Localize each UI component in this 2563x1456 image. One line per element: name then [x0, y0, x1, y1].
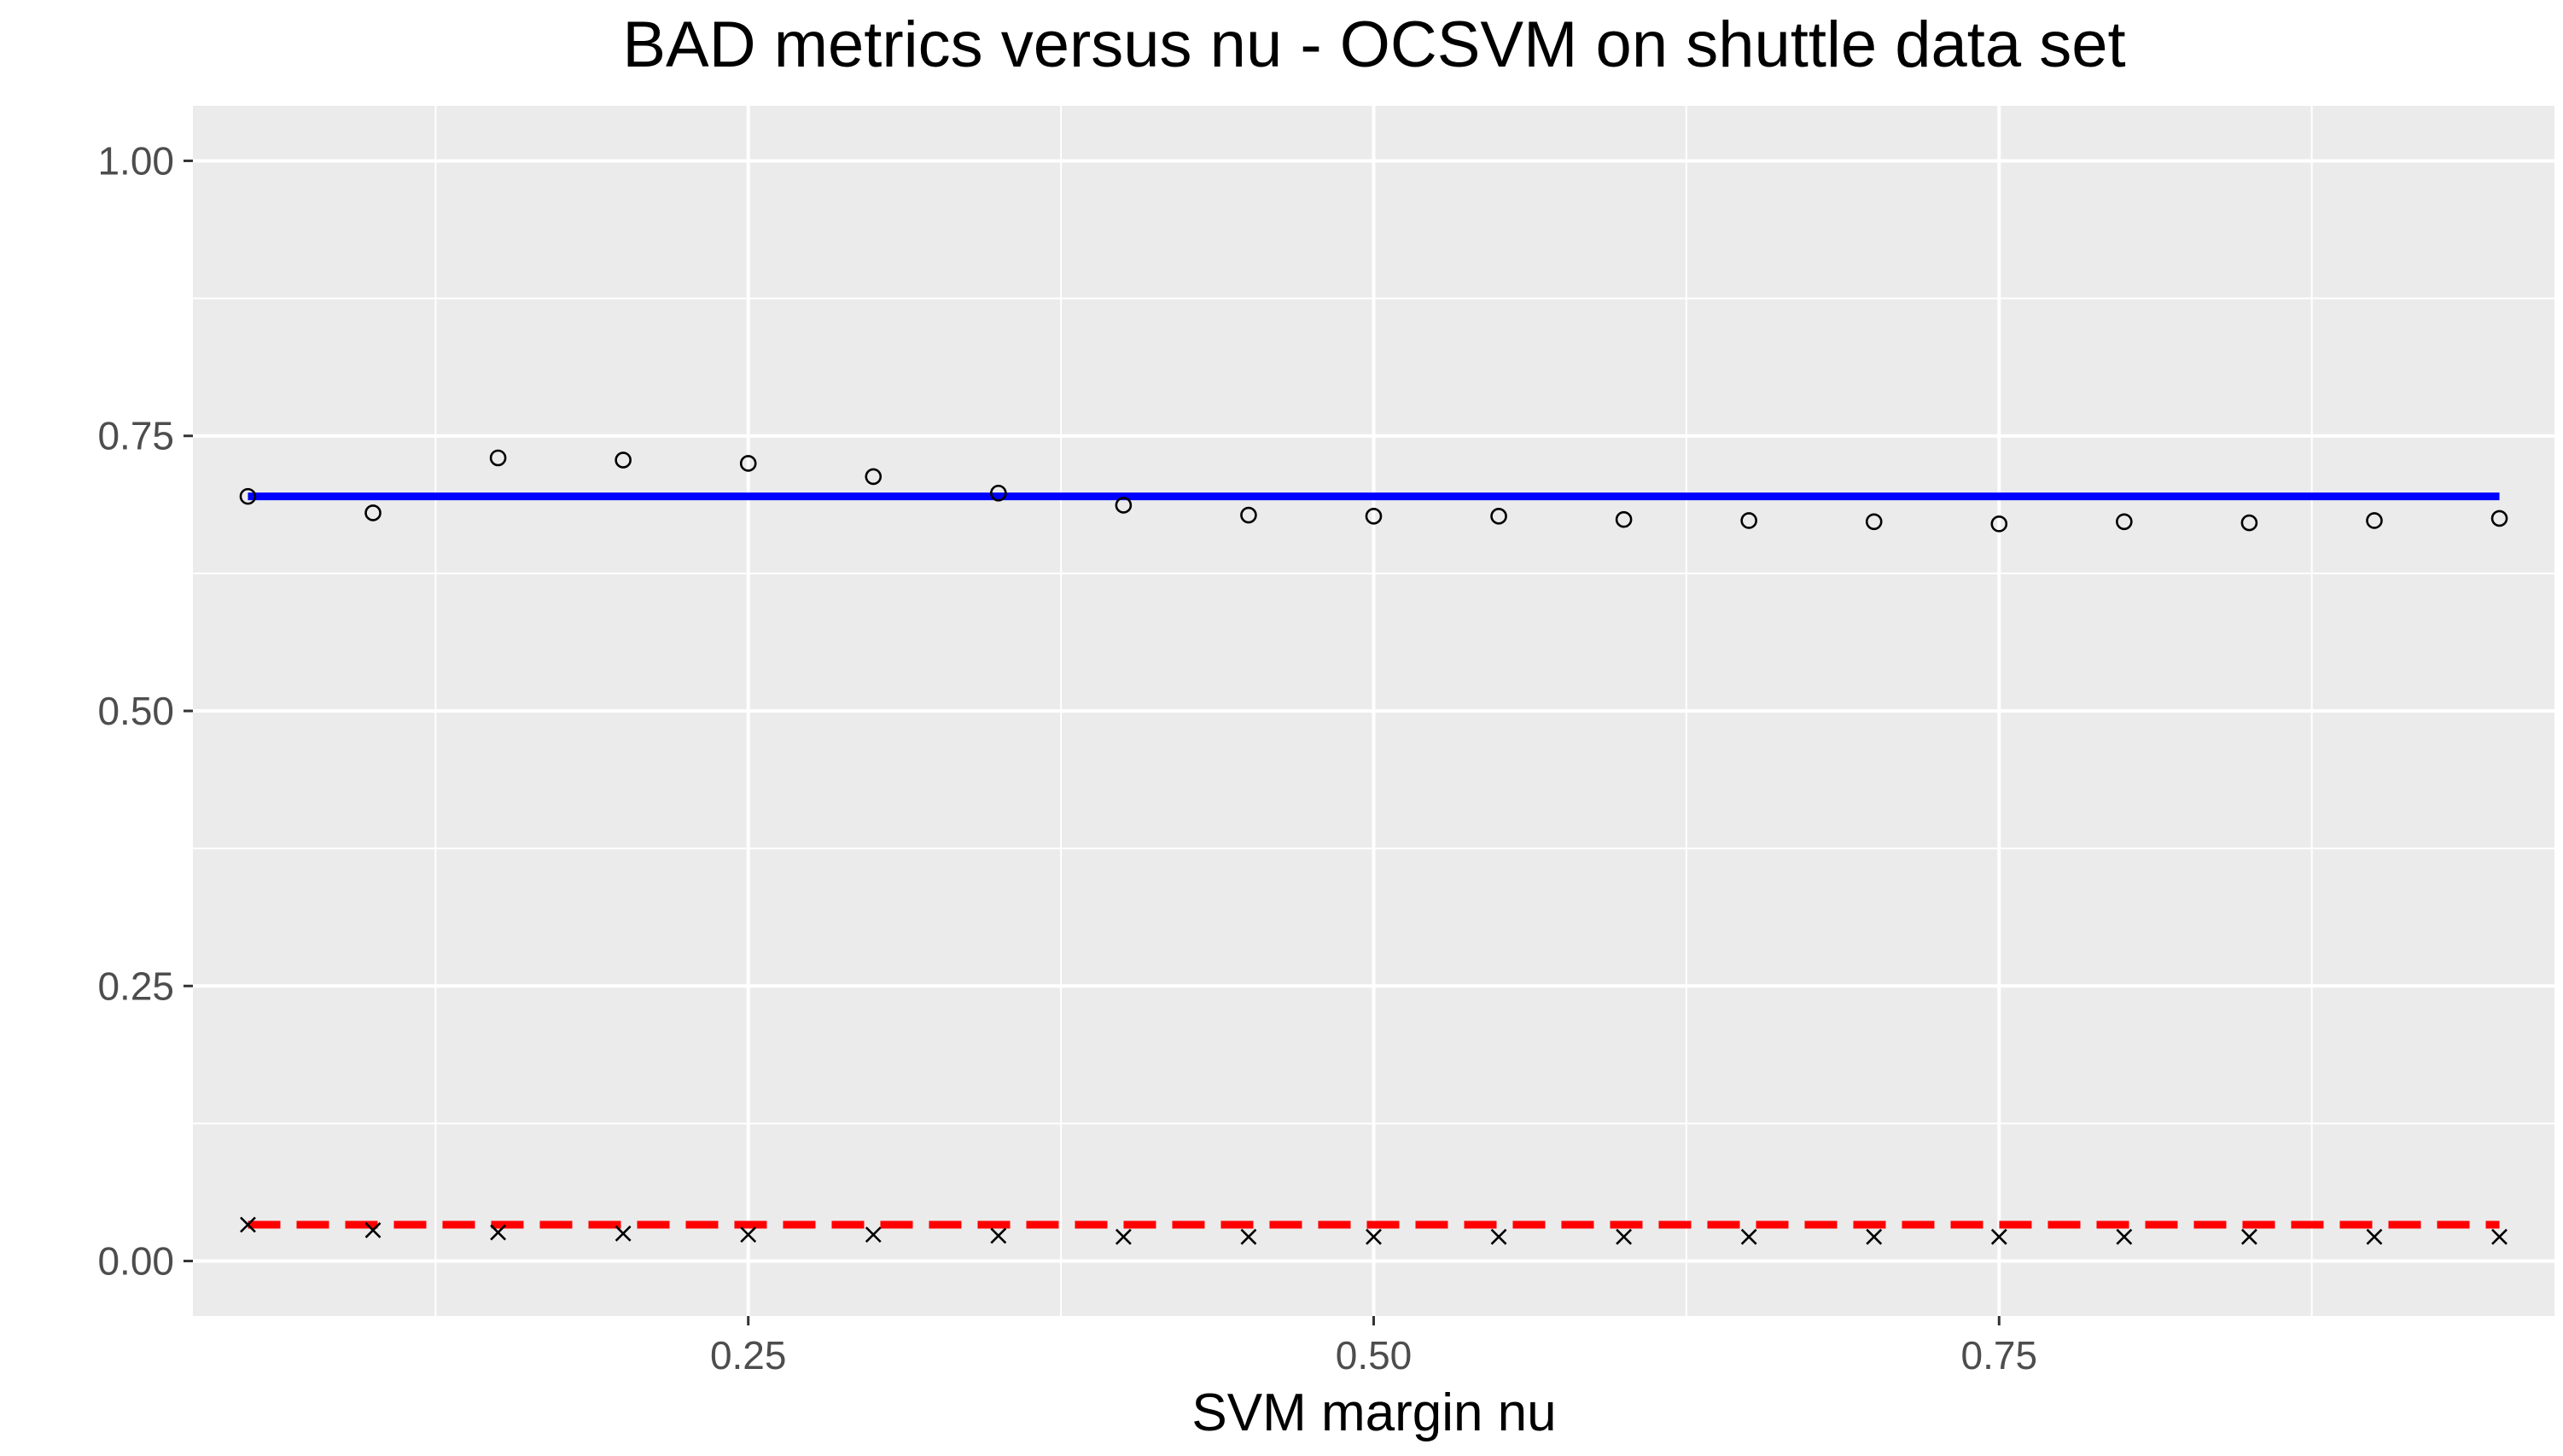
- reference-lines: [248, 492, 2500, 1229]
- cross-point: [740, 1226, 757, 1243]
- y-tick-label: 0.75: [97, 414, 174, 458]
- cross-point: [490, 1224, 507, 1241]
- x-axis-title: SVM margin nu: [1191, 1383, 1556, 1442]
- x-tick-label: 0.50: [1336, 1333, 1413, 1377]
- circle-point: [364, 504, 382, 521]
- y-tick-label: 0.25: [97, 964, 174, 1008]
- cross-point: [990, 1227, 1007, 1244]
- circle-point: [1615, 510, 1633, 528]
- x-tick-label: 0.75: [1961, 1333, 2038, 1377]
- circle-point: [1865, 513, 1883, 531]
- circle-point: [1740, 512, 1757, 529]
- cross-point: [615, 1225, 632, 1242]
- cross-point: [1866, 1228, 1883, 1245]
- cross-point: [1366, 1228, 1382, 1245]
- cross-point: [1490, 1228, 1507, 1245]
- y-tick-label: 0.00: [97, 1239, 174, 1284]
- chart-title: BAD metrics versus nu - OCSVM on shuttle…: [622, 9, 2125, 81]
- circle-point: [2240, 514, 2258, 532]
- cross-point: [240, 1216, 256, 1233]
- circle-point: [1240, 506, 1257, 524]
- circle-point: [2366, 512, 2383, 529]
- data-points: [239, 449, 2508, 1245]
- cross-point: [1990, 1228, 2007, 1245]
- circle-point: [239, 487, 257, 505]
- x-tick-label: 0.25: [710, 1333, 787, 1377]
- cross-point: [2116, 1228, 2133, 1245]
- circle-point: [1990, 515, 2008, 533]
- y-tick-label: 1.00: [97, 138, 174, 183]
- circle-point: [2116, 513, 2133, 531]
- axes: 0.00 0.25 0.50 0.75 1.00 0.25 0.50 0.75: [97, 138, 2037, 1377]
- circle-point: [739, 455, 757, 472]
- cross-point: [2491, 1228, 2508, 1245]
- cross-point: [1240, 1228, 1257, 1245]
- cross-point: [2240, 1228, 2257, 1245]
- cross-point: [1616, 1228, 1633, 1245]
- cross-point: [1115, 1228, 1132, 1245]
- circle-point: [990, 484, 1007, 502]
- cross-point: [1740, 1228, 1757, 1245]
- circle-point: [1365, 508, 1383, 525]
- y-tick-label: 0.50: [97, 689, 174, 733]
- cross-point: [364, 1222, 382, 1238]
- circle-point: [1115, 497, 1133, 514]
- cross-point: [865, 1226, 882, 1243]
- circle-point: [1490, 508, 1507, 525]
- cross-point: [2366, 1228, 2383, 1245]
- circle-point: [615, 451, 632, 469]
- circle-point: [2490, 510, 2508, 527]
- circle-point: [865, 468, 882, 486]
- circle-point: [489, 449, 507, 467]
- major-gridlines: [193, 106, 2554, 1316]
